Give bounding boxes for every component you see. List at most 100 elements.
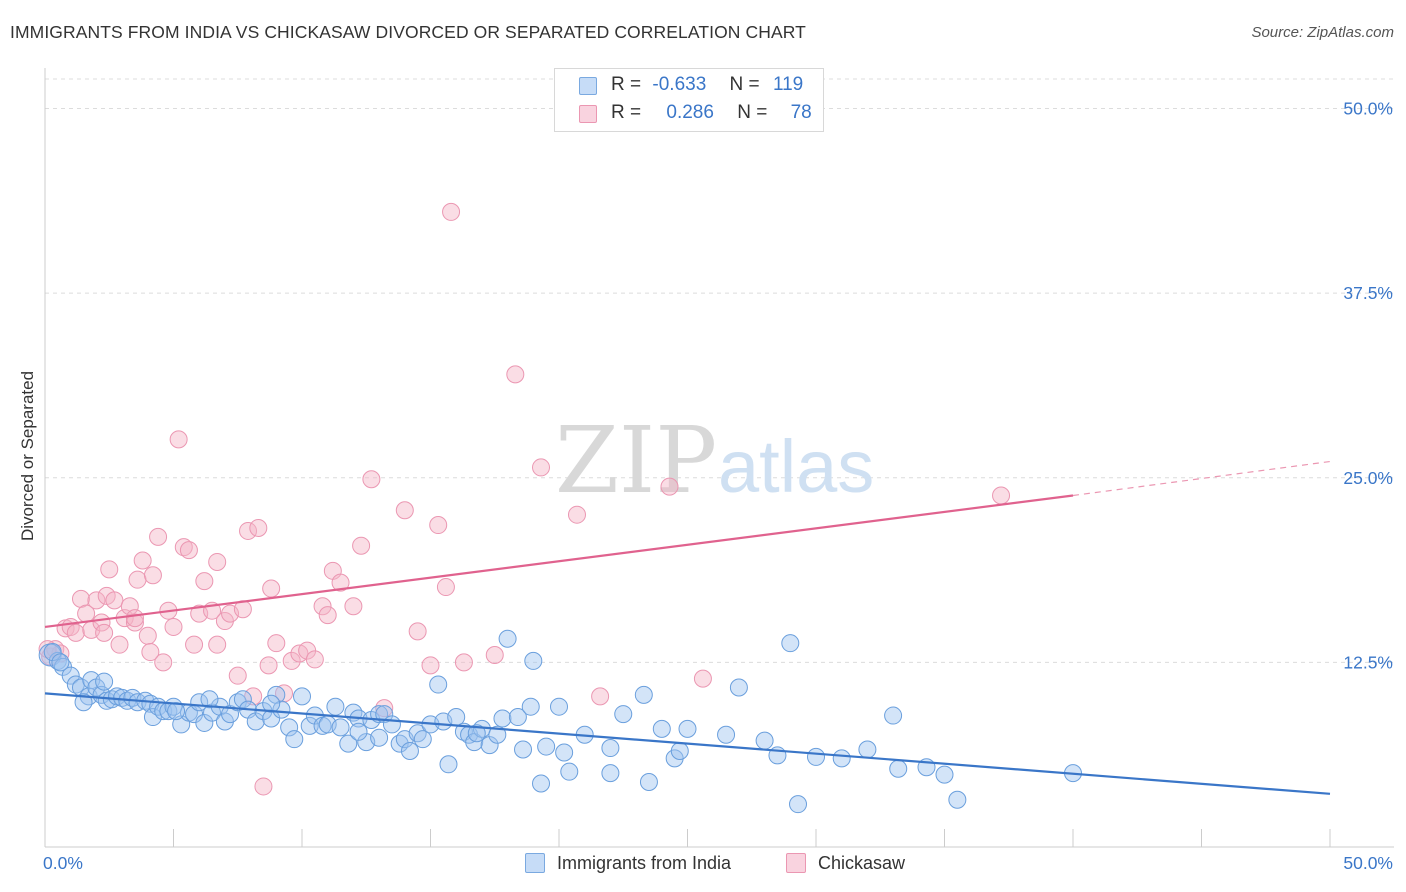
data-point-india — [858, 740, 877, 759]
data-point-india — [498, 629, 517, 648]
chart-title: IMMIGRANTS FROM INDIA VS CHICKASAW DIVOR… — [10, 22, 806, 42]
data-point-chickasaw — [421, 656, 440, 675]
data-point-india — [51, 653, 70, 672]
data-point-chickasaw — [395, 501, 414, 520]
data-point-india — [729, 678, 748, 697]
data-point-india — [601, 764, 620, 783]
data-point-chickasaw — [436, 578, 455, 597]
data-point-india — [439, 755, 458, 774]
data-point-chickasaw — [125, 613, 144, 632]
data-point-chickasaw — [693, 669, 712, 688]
data-point-chickasaw — [567, 505, 586, 524]
bottom-legend-label-chickasaw: Chickasaw — [818, 853, 906, 873]
watermark: ZIP atlas — [555, 407, 874, 514]
data-point-india — [524, 651, 543, 670]
x-tick-labels: 0.0% 50.0% — [43, 853, 1393, 873]
legend-n-label: N = — [729, 74, 760, 95]
data-point-india — [521, 697, 540, 716]
data-point-chickasaw — [128, 570, 147, 589]
data-point-india — [508, 708, 527, 727]
data-point-chickasaw — [244, 687, 263, 706]
legend-r-label: R = — [611, 102, 642, 123]
data-point-india — [807, 747, 825, 766]
data-point-chickasaw — [408, 622, 427, 641]
bottom-legend-swatch-india — [525, 853, 545, 873]
series-immigrants-from-india — [38, 629, 1082, 814]
data-point-chickasaw — [228, 666, 247, 685]
data-point-india — [339, 734, 358, 753]
data-point-chickasaw — [141, 643, 160, 662]
data-point-india — [467, 724, 486, 743]
data-point-chickasaw — [100, 560, 119, 579]
legend-r-value-chickasaw: 0.286 — [666, 102, 714, 123]
data-point-chickasaw — [591, 687, 610, 706]
data-point-india — [537, 737, 556, 756]
data-point-chickasaw — [992, 486, 1011, 505]
data-point-india — [285, 730, 304, 749]
data-point-india — [555, 743, 574, 762]
data-point-chickasaw — [66, 623, 85, 642]
data-point-india — [408, 724, 427, 743]
data-point-india — [560, 762, 579, 781]
data-point-india — [717, 725, 736, 744]
data-point-chickasaw — [38, 640, 57, 659]
data-point-chickasaw — [120, 597, 139, 616]
data-point-chickasaw — [262, 579, 281, 598]
data-point-india — [413, 730, 432, 749]
data-point-india — [634, 685, 653, 704]
data-point-india — [532, 774, 551, 793]
data-point-india — [652, 719, 671, 738]
bottom-legend-label-india: Immigrants from India — [557, 853, 732, 873]
data-point-chickasaw — [506, 365, 525, 384]
data-point-chickasaw — [164, 617, 183, 636]
data-point-chickasaw — [195, 572, 214, 591]
data-point-chickasaw — [169, 430, 188, 449]
axes — [44, 68, 1394, 848]
series-chickasaw — [38, 202, 1011, 796]
data-point-india — [246, 712, 265, 731]
data-point-india — [789, 795, 808, 814]
x-tick-label-max: 50.0% — [1343, 853, 1393, 873]
data-point-india — [280, 718, 299, 737]
data-point-india — [550, 697, 568, 716]
data-point-chickasaw — [110, 635, 129, 654]
data-point-chickasaw — [143, 566, 162, 585]
data-point-india — [514, 740, 533, 759]
data-point-india — [832, 749, 851, 768]
trend-lines — [44, 460, 1331, 795]
y-tick-label: 50.0% — [1343, 99, 1393, 119]
data-point-chickasaw — [174, 538, 193, 557]
data-point-india — [326, 697, 345, 716]
data-point-chickasaw — [105, 591, 124, 610]
data-point-chickasaw — [249, 518, 268, 537]
y-tick-labels: 12.5% 25.0% 37.5% 50.0% — [1343, 99, 1393, 673]
data-point-india — [61, 666, 80, 685]
data-point-chickasaw — [485, 646, 504, 664]
trend-line-india — [44, 692, 1331, 795]
y-tick-label: 12.5% — [1343, 652, 1393, 672]
data-point-india — [74, 693, 93, 712]
data-point-chickasaw — [133, 551, 152, 570]
legend-r-label: R = — [611, 74, 642, 95]
data-point-chickasaw — [208, 635, 227, 654]
data-point-india — [935, 765, 954, 784]
data-point-chickasaw — [313, 597, 332, 616]
data-point-chickasaw — [344, 597, 363, 616]
data-point-chickasaw — [95, 623, 114, 642]
legend-r-value-india: -0.633 — [652, 74, 707, 95]
data-point-india — [488, 725, 507, 744]
data-point-india — [143, 708, 162, 727]
data-point-chickasaw — [208, 552, 227, 571]
data-point-chickasaw — [267, 634, 286, 653]
data-point-chickasaw — [149, 527, 168, 546]
data-point-india — [884, 706, 903, 725]
data-point-chickasaw — [254, 777, 273, 796]
data-point-india — [678, 719, 697, 738]
data-point-chickasaw — [375, 699, 394, 718]
data-point-india — [195, 713, 214, 732]
grid-lines — [45, 78, 1394, 663]
data-point-india — [375, 705, 394, 724]
watermark-atlas: atlas — [718, 425, 874, 508]
data-point-india — [293, 687, 311, 706]
data-point-chickasaw — [352, 536, 371, 555]
